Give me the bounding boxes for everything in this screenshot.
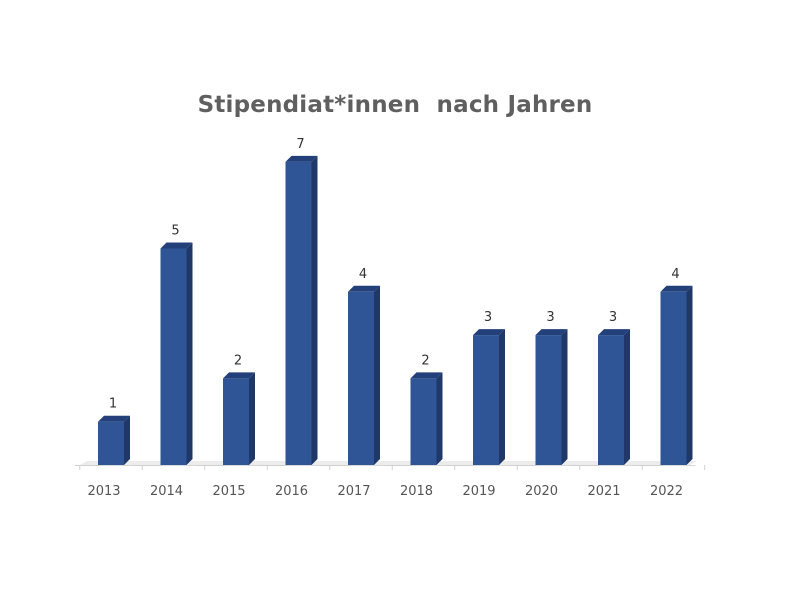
bar-2020	[535, 329, 572, 466]
bar-front	[285, 161, 312, 465]
bar-side	[436, 372, 443, 465]
x-tick-label: 2014	[150, 484, 183, 499]
x-tick-label: 2021	[587, 484, 620, 499]
data-label: 4	[671, 267, 679, 282]
bar-front	[598, 335, 624, 465]
bar-shadow	[100, 465, 134, 466]
bar-shadow	[537, 465, 572, 466]
bar-2022	[660, 285, 697, 466]
bar-top	[285, 155, 318, 162]
bar-side	[249, 372, 255, 465]
bar-shadow	[475, 465, 509, 466]
data-label: 7	[296, 137, 304, 152]
bar-top	[598, 329, 630, 336]
bar-2018	[410, 372, 447, 466]
data-label: 1	[109, 397, 117, 412]
data-label: 3	[484, 310, 492, 325]
bar-2019	[473, 329, 509, 466]
bar-shadow	[350, 465, 384, 466]
bar-top	[535, 329, 568, 336]
bar-front	[473, 335, 499, 465]
x-tick-label: 2020	[525, 484, 558, 499]
bar-2013	[98, 415, 134, 466]
bar-top	[473, 329, 505, 336]
bar-top	[348, 285, 380, 292]
bar-top	[410, 372, 443, 379]
data-label: 3	[609, 310, 617, 325]
data-label: 5	[171, 224, 179, 239]
bar-top	[223, 372, 255, 379]
bar-side	[311, 155, 318, 465]
data-label: 2	[234, 353, 242, 368]
bar-side	[624, 329, 630, 465]
bar-top	[660, 285, 693, 292]
bar-2016	[285, 155, 322, 466]
bar-front	[535, 335, 562, 465]
bar-2015	[223, 372, 259, 466]
bar-top	[160, 242, 193, 249]
bar-front	[348, 291, 374, 465]
bar-2014	[160, 242, 197, 466]
bar-front	[98, 421, 124, 465]
bar-side	[561, 329, 568, 465]
bar-shadow	[412, 465, 447, 466]
chart-title: Stipendiat*innen nach Jahren	[197, 92, 593, 118]
x-tick-label: 2016	[275, 484, 308, 499]
bar-front	[223, 378, 249, 465]
bar-shadow	[287, 465, 322, 466]
bar-front	[160, 248, 187, 465]
bar-side	[686, 285, 693, 465]
bar-2017	[348, 285, 384, 466]
bar-shadow	[162, 465, 197, 466]
bar-side	[124, 415, 130, 465]
bar-front	[660, 291, 687, 465]
data-label: 2	[421, 353, 429, 368]
bar-side	[499, 329, 505, 465]
data-label: 3	[546, 310, 554, 325]
bar-side	[186, 242, 193, 465]
bar-side	[374, 285, 380, 465]
x-tick-label: 2018	[400, 484, 433, 499]
x-tick-label: 2013	[87, 484, 120, 499]
bar-front	[410, 378, 437, 465]
x-tick-label: 2015	[212, 484, 245, 499]
bar-shadow	[225, 465, 259, 466]
bar-2021	[598, 329, 634, 466]
x-tick-label: 2017	[337, 484, 370, 499]
bar-top	[98, 415, 130, 422]
x-tick-label: 2022	[650, 484, 683, 499]
x-tick-label: 2019	[462, 484, 495, 499]
bar-shadow	[662, 465, 697, 466]
data-label: 4	[359, 267, 367, 282]
bar-shadow	[600, 465, 634, 466]
